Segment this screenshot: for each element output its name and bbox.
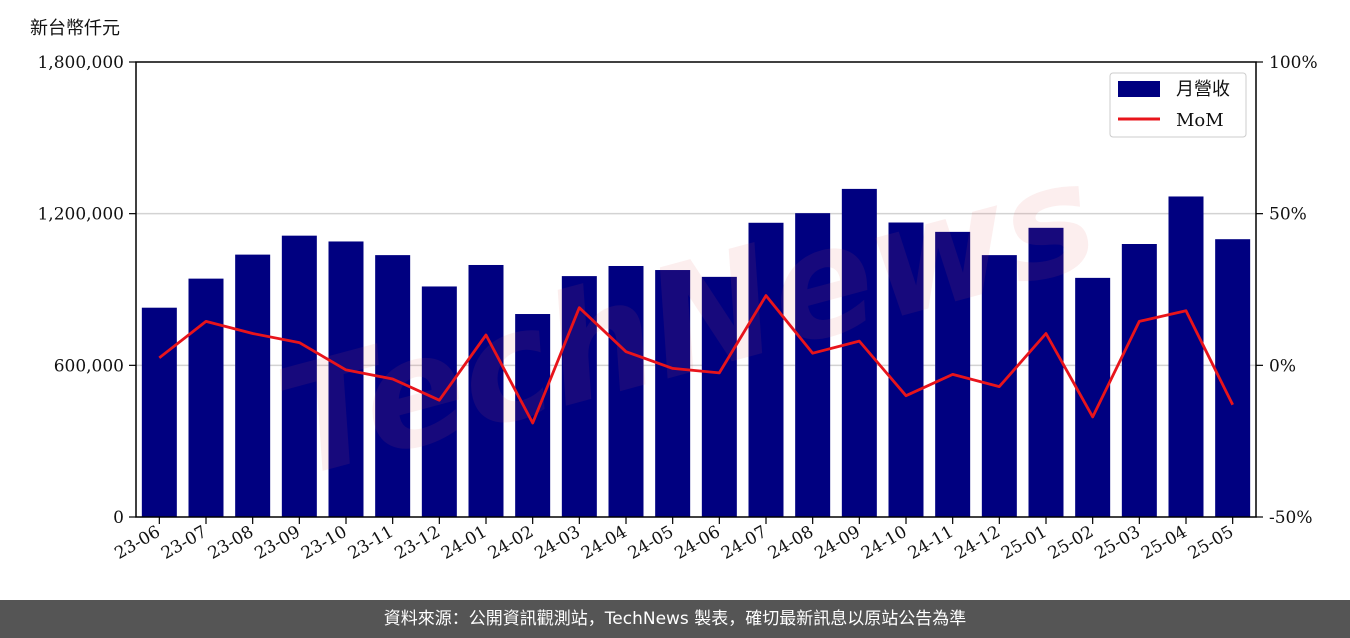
x-tick-label: 23-11 [345, 522, 397, 564]
right-tick-label: 50% [1269, 205, 1307, 225]
revenue-chart: TechNews0600,0001,200,0001,800,000-50%0%… [37, 53, 1318, 564]
left-tick-label: 1,800,000 [37, 53, 124, 73]
x-tick-label: 23-06 [111, 522, 163, 564]
left-tick-label: 600,000 [54, 356, 124, 376]
source-footer: 資料來源：公開資訊觀測站，TechNews 製表，確切最新訊息以原站公告為準 [0, 600, 1350, 638]
x-tick-label: 25-03 [1091, 522, 1143, 564]
revenue-bar [468, 264, 504, 517]
revenue-bar [748, 222, 784, 517]
chart-area: TechNews 0 600,000 1,200,000 1,800,000 -50% 0%… [37, 53, 1318, 564]
x-tick-label: 24-11 [905, 522, 957, 564]
x-tick-label: 24-01 [438, 522, 490, 564]
x-tick-label: 23-08 [205, 522, 257, 564]
legend-label-revenue: 月營收 [1176, 79, 1230, 100]
x-tick-label: 24-02 [485, 522, 537, 564]
left-tick-label: 1,200,000 [37, 205, 124, 225]
x-tick-label: 24-05 [625, 522, 677, 564]
revenue-bar [141, 307, 177, 517]
x-tick-label: 23-12 [391, 522, 443, 564]
x-tick-label: 25-05 [1185, 522, 1237, 564]
plot-frame [135, 61, 1257, 518]
revenue-bar [1168, 196, 1204, 517]
x-tick-label: 24-07 [718, 522, 770, 564]
revenue-bar [421, 286, 457, 517]
legend-label-mom: MoM [1176, 110, 1224, 131]
revenue-bar [1121, 244, 1157, 517]
revenue-bar [795, 213, 831, 517]
right-tick-label: 100% [1269, 53, 1318, 73]
revenue-bar [188, 278, 224, 517]
right-tick-label: -50% [1269, 508, 1313, 528]
legend-swatch-revenue [1118, 81, 1160, 97]
x-tick-label: 23-09 [251, 522, 303, 564]
x-tick-label: 23-10 [298, 522, 350, 564]
x-tick-label: 23-07 [158, 522, 210, 564]
revenue-bar [888, 222, 924, 517]
right-tick-label: 0% [1269, 356, 1296, 376]
x-tick-label: 25-04 [1138, 522, 1190, 564]
x-tick-label: 24-06 [671, 522, 723, 564]
revenue-bar [281, 235, 317, 518]
x-tick-label: 24-03 [531, 522, 583, 564]
revenue-bar [561, 276, 597, 517]
x-tick-label: 24-04 [578, 522, 630, 564]
x-tick-label: 24-10 [858, 522, 910, 564]
x-tick-label: 25-02 [1045, 522, 1097, 564]
x-tick-label: 24-09 [811, 522, 863, 564]
mom-line [158, 294, 1234, 425]
y-axis-unit-label: 新台幣仟元 [30, 18, 120, 39]
revenue-bar [701, 276, 737, 517]
revenue-bar [515, 314, 551, 517]
revenue-bar [235, 254, 271, 517]
x-tick-label: 24-12 [951, 522, 1003, 564]
revenue-bar [375, 255, 411, 517]
left-tick-label: 0 [113, 508, 124, 528]
revenue-bar [328, 241, 364, 517]
revenue-bar [608, 265, 644, 517]
revenue-bar [1028, 227, 1064, 518]
x-tick-label: 25-01 [998, 522, 1050, 564]
revenue-bar [655, 270, 691, 517]
x-tick-label: 24-08 [765, 522, 817, 564]
